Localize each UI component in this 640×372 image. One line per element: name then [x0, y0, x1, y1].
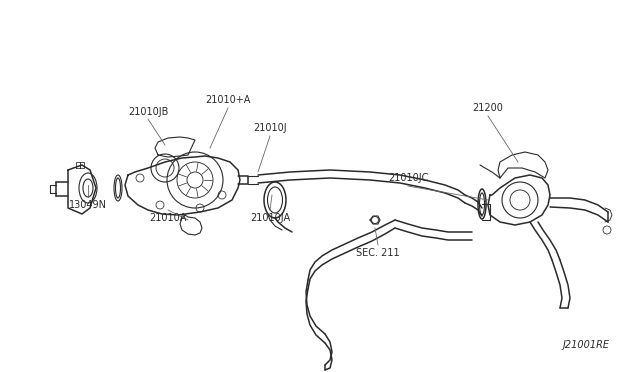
Text: 21010JA: 21010JA [250, 213, 290, 223]
Text: 21010+A: 21010+A [205, 95, 251, 105]
Text: 21010A: 21010A [149, 213, 187, 223]
Text: SEC. 211: SEC. 211 [356, 248, 400, 258]
Text: 21010JB: 21010JB [128, 107, 168, 117]
Text: J21001RE: J21001RE [563, 340, 610, 350]
Text: 21010J: 21010J [253, 123, 287, 133]
Text: 21010JC: 21010JC [388, 173, 428, 183]
Text: 21200: 21200 [472, 103, 504, 113]
Text: 13049N: 13049N [69, 200, 107, 210]
